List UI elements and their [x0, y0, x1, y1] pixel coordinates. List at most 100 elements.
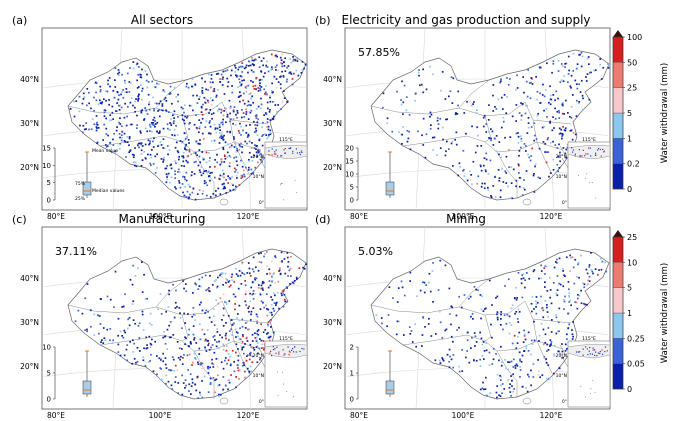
- inset-dot: [284, 148, 286, 150]
- withdrawal-dot: [235, 273, 238, 275]
- withdrawal-dot: [202, 189, 205, 192]
- withdrawal-dot: [575, 301, 578, 304]
- withdrawal-dot: [248, 310, 250, 313]
- withdrawal-dot: [561, 357, 563, 359]
- inset-dot: [599, 352, 601, 355]
- withdrawal-dot: [85, 128, 87, 130]
- withdrawal-dot: [222, 76, 224, 79]
- withdrawal-dot: [282, 305, 285, 308]
- withdrawal-dot: [144, 143, 147, 146]
- withdrawal-dot: [566, 333, 568, 336]
- withdrawal-dot: [187, 313, 189, 315]
- withdrawal-dot: [168, 149, 171, 151]
- withdrawal-dot: [230, 328, 233, 331]
- withdrawal-dot: [248, 166, 250, 169]
- withdrawal-dot: [120, 134, 123, 136]
- withdrawal-dot: [227, 143, 229, 146]
- withdrawal-dot: [236, 148, 238, 150]
- withdrawal-dot: [483, 308, 486, 310]
- withdrawal-dot: [156, 373, 158, 376]
- withdrawal-dot: [113, 306, 115, 308]
- withdrawal-dot: [187, 161, 189, 164]
- withdrawal-dot: [556, 330, 559, 333]
- withdrawal-dot: [473, 359, 475, 362]
- withdrawal-dot: [224, 384, 227, 387]
- inset-lat-label: 0°: [259, 399, 264, 405]
- withdrawal-dot: [564, 343, 567, 346]
- withdrawal-dot: [105, 133, 108, 135]
- withdrawal-dot: [99, 102, 102, 104]
- withdrawal-dot: [112, 118, 114, 120]
- withdrawal-dot: [501, 392, 503, 395]
- withdrawal-dot: [569, 85, 572, 88]
- withdrawal-dot: [141, 68, 143, 71]
- withdrawal-dot: [463, 168, 465, 171]
- withdrawal-dot: [450, 335, 453, 338]
- withdrawal-dot: [580, 254, 582, 257]
- withdrawal-dot: [241, 174, 244, 177]
- withdrawal-dot: [452, 340, 454, 343]
- inset-dot: [300, 150, 302, 152]
- withdrawal-dot: [281, 70, 283, 73]
- withdrawal-dot: [219, 81, 222, 83]
- withdrawal-dot: [439, 362, 442, 364]
- withdrawal-dot: [196, 102, 199, 104]
- withdrawal-dot: [247, 118, 250, 120]
- withdrawal-dot: [237, 68, 240, 71]
- withdrawal-dot: [439, 259, 442, 262]
- inset-dot: [601, 349, 603, 351]
- withdrawal-dot: [247, 369, 250, 372]
- withdrawal-dot: [100, 341, 102, 343]
- withdrawal-dot: [579, 91, 582, 93]
- withdrawal-dot: [128, 151, 130, 154]
- withdrawal-dot: [232, 322, 235, 325]
- withdrawal-dot: [212, 308, 215, 310]
- withdrawal-dot: [474, 151, 477, 154]
- withdrawal-dot: [211, 99, 214, 102]
- withdrawal-dot: [168, 129, 171, 131]
- withdrawal-dot: [209, 81, 212, 84]
- withdrawal-dot: [225, 345, 228, 347]
- withdrawal-dot: [427, 323, 430, 325]
- withdrawal-dot: [408, 130, 410, 133]
- withdrawal-dot: [230, 319, 233, 321]
- colorbar-label: Water withdrawal (mm): [660, 63, 670, 163]
- withdrawal-dot: [188, 122, 190, 125]
- withdrawal-dot: [90, 107, 92, 110]
- withdrawal-dot: [601, 260, 604, 263]
- withdrawal-dot: [134, 275, 137, 277]
- withdrawal-dot: [249, 92, 252, 95]
- withdrawal-dot: [104, 339, 107, 341]
- inset-dot: [292, 150, 294, 152]
- withdrawal-dot: [296, 58, 299, 60]
- withdrawal-dot: [226, 115, 229, 118]
- withdrawal-dot: [259, 358, 261, 361]
- withdrawal-dot: [199, 161, 201, 164]
- withdrawal-dot: [536, 114, 539, 117]
- withdrawal-dot: [141, 291, 144, 293]
- withdrawal-dot: [523, 333, 526, 336]
- withdrawal-dot: [222, 376, 225, 378]
- withdrawal-dot: [496, 295, 499, 298]
- withdrawal-dot: [507, 368, 510, 371]
- withdrawal-dot: [521, 274, 523, 277]
- withdrawal-dot: [89, 309, 92, 312]
- withdrawal-dot: [239, 75, 242, 77]
- withdrawal-dot: [562, 270, 564, 272]
- withdrawal-dot: [211, 344, 214, 346]
- withdrawal-dot: [522, 273, 525, 275]
- withdrawal-dot: [240, 159, 242, 162]
- withdrawal-dot: [238, 144, 241, 146]
- withdrawal-dot: [499, 374, 501, 377]
- withdrawal-dot: [102, 327, 105, 329]
- withdrawal-dot: [530, 126, 533, 128]
- inset-dot: [600, 155, 602, 157]
- box-tick-label: 10: [345, 171, 354, 179]
- withdrawal-dot: [198, 127, 201, 130]
- withdrawal-dot: [173, 120, 175, 122]
- withdrawal-dot: [406, 129, 409, 132]
- withdrawal-dot: [442, 359, 445, 362]
- withdrawal-dot: [570, 129, 573, 132]
- withdrawal-dot: [201, 396, 204, 399]
- withdrawal-dot: [118, 71, 121, 74]
